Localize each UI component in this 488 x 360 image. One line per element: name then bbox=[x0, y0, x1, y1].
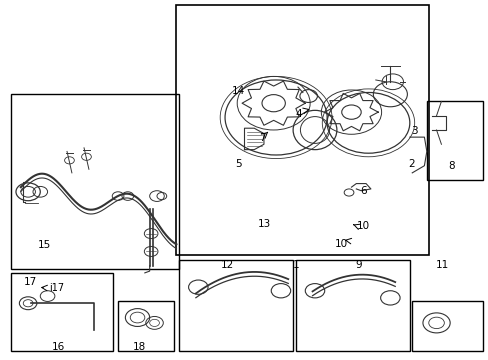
Text: 7: 7 bbox=[258, 133, 265, 143]
Bar bbox=[179, 260, 292, 351]
Bar bbox=[118, 301, 174, 351]
Text: 12: 12 bbox=[221, 260, 234, 270]
Text: 6: 6 bbox=[360, 186, 366, 197]
Text: 14: 14 bbox=[231, 86, 244, 96]
Bar bbox=[11, 273, 113, 351]
Text: 13: 13 bbox=[257, 219, 270, 229]
Text: 18: 18 bbox=[132, 342, 145, 352]
Bar bbox=[426, 102, 482, 180]
Text: 3: 3 bbox=[410, 126, 417, 136]
Text: 10: 10 bbox=[356, 221, 369, 231]
Bar bbox=[295, 260, 409, 351]
Text: ⅰ17: ⅰ17 bbox=[49, 283, 64, 293]
Text: 5: 5 bbox=[234, 158, 241, 168]
Text: 4: 4 bbox=[295, 109, 302, 119]
Bar bbox=[176, 5, 428, 255]
Text: 9: 9 bbox=[355, 260, 361, 270]
Text: 16: 16 bbox=[52, 342, 65, 352]
Bar bbox=[411, 301, 482, 351]
Text: 8: 8 bbox=[447, 161, 453, 171]
Text: 10: 10 bbox=[334, 239, 347, 249]
Text: 2: 2 bbox=[407, 159, 414, 169]
Text: 15: 15 bbox=[38, 240, 51, 250]
Text: 17: 17 bbox=[24, 277, 37, 287]
Text: 1: 1 bbox=[293, 260, 299, 270]
Bar bbox=[11, 94, 179, 269]
Text: 11: 11 bbox=[435, 260, 448, 270]
